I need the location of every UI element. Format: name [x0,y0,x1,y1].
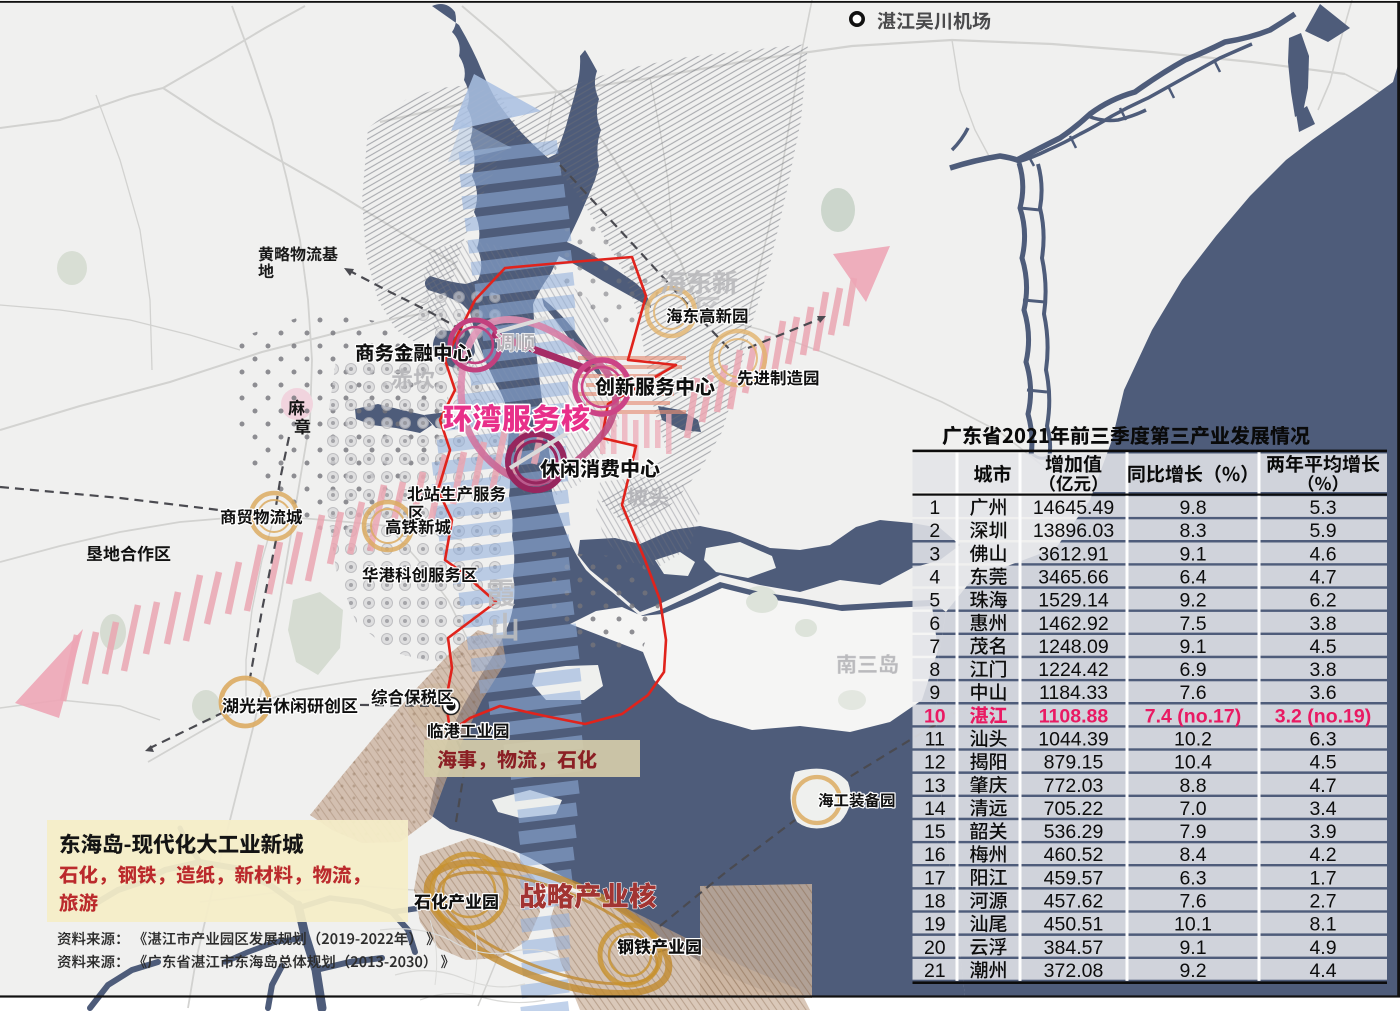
svg-text:9.1: 9.1 [1179,543,1206,565]
svg-text:4.2: 4.2 [1309,844,1336,866]
svg-text:9.2: 9.2 [1179,590,1206,612]
svg-text:7.5: 7.5 [1179,613,1206,635]
svg-text:1529.14: 1529.14 [1038,590,1109,612]
svg-text:8.1: 8.1 [1309,914,1336,936]
svg-text:4.6: 4.6 [1309,543,1336,565]
svg-text:4.5: 4.5 [1309,752,1336,774]
svg-text:4: 4 [929,567,940,589]
svg-text:1: 1 [929,497,940,519]
svg-text:4.7: 4.7 [1309,567,1336,589]
svg-text:457.62: 457.62 [1044,891,1104,913]
svg-text:10.4: 10.4 [1174,752,1212,774]
svg-text:1184.33: 1184.33 [1039,682,1108,704]
svg-text:3.6: 3.6 [1309,682,1336,704]
svg-text:7.6: 7.6 [1179,891,1206,913]
svg-text:20: 20 [924,937,946,959]
svg-text:10.1: 10.1 [1174,914,1212,936]
svg-text:1.7: 1.7 [1309,867,1336,889]
svg-text:9.1: 9.1 [1179,937,1206,959]
svg-text:7.0: 7.0 [1179,798,1206,820]
svg-text:2.7: 2.7 [1309,891,1336,913]
svg-text:9.8: 9.8 [1179,497,1206,519]
svg-text:1224.42: 1224.42 [1038,659,1109,681]
svg-text:4.4: 4.4 [1309,960,1336,982]
svg-text:6.2: 6.2 [1309,590,1336,612]
svg-text:1248.09: 1248.09 [1038,636,1109,658]
svg-text:7: 7 [929,636,940,658]
svg-text:772.03: 772.03 [1044,775,1104,797]
svg-text:4.7: 4.7 [1309,775,1336,797]
svg-text:7.9: 7.9 [1179,821,1206,843]
svg-text:8.4: 8.4 [1179,844,1206,866]
svg-text:6.3: 6.3 [1179,867,1206,889]
svg-text:1044.39: 1044.39 [1038,729,1109,751]
svg-text:16: 16 [924,844,946,866]
svg-text:5: 5 [929,590,940,612]
svg-text:7.4 (no.17): 7.4 (no.17) [1145,705,1241,727]
svg-text:11: 11 [925,729,945,751]
svg-text:372.08: 372.08 [1044,960,1104,982]
svg-text:459.57: 459.57 [1044,867,1104,889]
svg-text:8: 8 [929,659,940,681]
svg-text:1462.92: 1462.92 [1038,613,1109,635]
svg-text:13896.03: 13896.03 [1033,520,1114,542]
svg-text:6: 6 [929,613,940,635]
svg-text:5.9: 5.9 [1309,520,1336,542]
svg-text:8.8: 8.8 [1179,775,1206,797]
svg-text:2: 2 [929,520,940,542]
svg-text:19: 19 [924,914,946,936]
svg-text:460.52: 460.52 [1044,844,1104,866]
svg-text:6.4: 6.4 [1179,567,1206,589]
svg-text:8.3: 8.3 [1179,520,1206,542]
svg-text:21: 21 [924,960,946,982]
svg-text:13: 13 [924,775,946,797]
svg-text:9: 9 [929,682,940,704]
svg-text:384.57: 384.57 [1044,937,1104,959]
svg-text:6.3: 6.3 [1309,729,1336,751]
svg-text:879.15: 879.15 [1044,752,1104,774]
svg-text:15: 15 [924,821,946,843]
svg-text:4.5: 4.5 [1309,636,1336,658]
svg-text:1108.88: 1108.88 [1039,705,1109,727]
svg-text:3.2 (no.19): 3.2 (no.19) [1275,705,1371,727]
svg-text:14645.49: 14645.49 [1033,497,1114,519]
svg-text:17: 17 [924,867,946,889]
svg-text:3.8: 3.8 [1309,659,1336,681]
svg-text:3.4: 3.4 [1309,798,1336,820]
svg-text:450.51: 450.51 [1044,914,1104,936]
svg-text:3: 3 [929,543,940,565]
svg-text:705.22: 705.22 [1044,798,1104,820]
svg-text:9.2: 9.2 [1179,960,1206,982]
svg-text:3.8: 3.8 [1309,613,1336,635]
svg-text:10: 10 [924,705,946,727]
svg-text:3.9: 3.9 [1309,821,1336,843]
svg-text:4.9: 4.9 [1309,937,1336,959]
svg-text:12: 12 [924,752,946,774]
svg-text:3612.91: 3612.91 [1038,543,1109,565]
svg-text:9.1: 9.1 [1179,636,1206,658]
svg-text:10.2: 10.2 [1174,729,1212,751]
svg-text:18: 18 [924,891,946,913]
svg-text:536.29: 536.29 [1044,821,1104,843]
svg-text:14: 14 [924,798,946,820]
svg-text:5.3: 5.3 [1309,497,1336,519]
svg-text:6.9: 6.9 [1179,659,1206,681]
svg-text:3465.66: 3465.66 [1038,567,1109,589]
svg-text:7.6: 7.6 [1179,682,1206,704]
